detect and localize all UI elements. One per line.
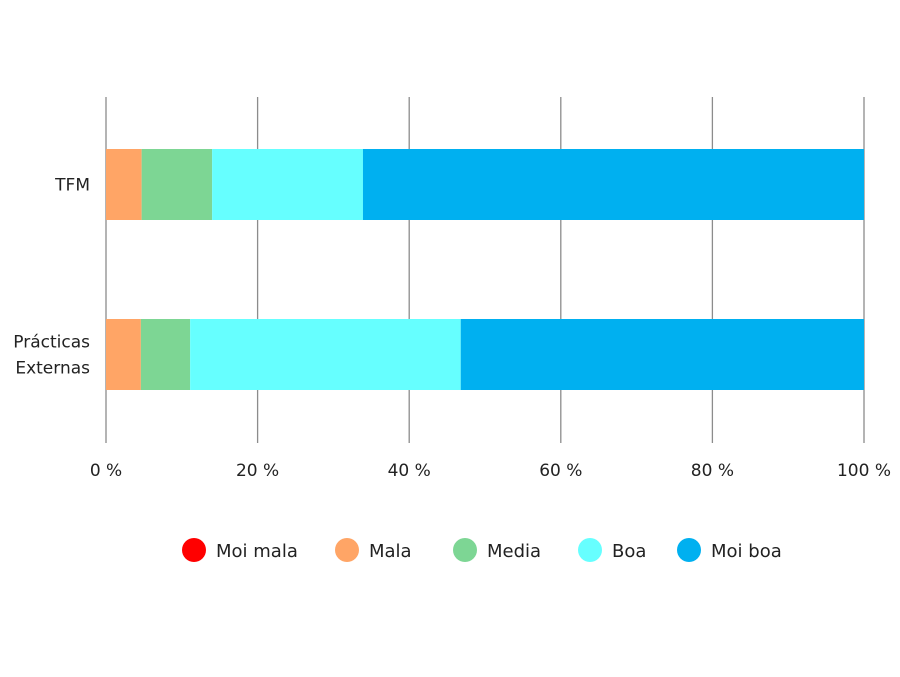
bar-segment-media — [140, 319, 191, 390]
legend-label: Mala — [369, 541, 412, 562]
legend-marker — [335, 538, 359, 562]
legend-marker — [182, 538, 206, 562]
bar-segment-mala — [106, 319, 141, 390]
bar-segment-moi-boa — [460, 319, 864, 390]
legend-label: Moi boa — [711, 541, 782, 562]
legend-marker — [453, 538, 477, 562]
x-tick-label: 60 % — [539, 461, 582, 481]
x-tick-label: 100 % — [837, 461, 891, 481]
category-label: Prácticas — [13, 333, 90, 353]
x-tick-label: 80 % — [691, 461, 734, 481]
x-tick-label: 20 % — [236, 461, 279, 481]
bar-segment-moi-boa — [362, 149, 864, 220]
legend-marker — [677, 538, 701, 562]
category-label: TFM — [54, 176, 90, 196]
x-tick-label: 0 % — [90, 461, 122, 481]
bar-segment-boa — [212, 149, 363, 220]
legend-label: Boa — [612, 541, 646, 562]
x-tick-label: 40 % — [388, 461, 431, 481]
legend-marker — [578, 538, 602, 562]
category-label: Externas — [15, 359, 90, 379]
bar-segment-media — [141, 149, 213, 220]
legend-label: Media — [487, 541, 541, 562]
bar-segment-mala — [106, 149, 142, 220]
legend-label: Moi mala — [216, 541, 298, 562]
bar-segment-boa — [190, 319, 461, 390]
